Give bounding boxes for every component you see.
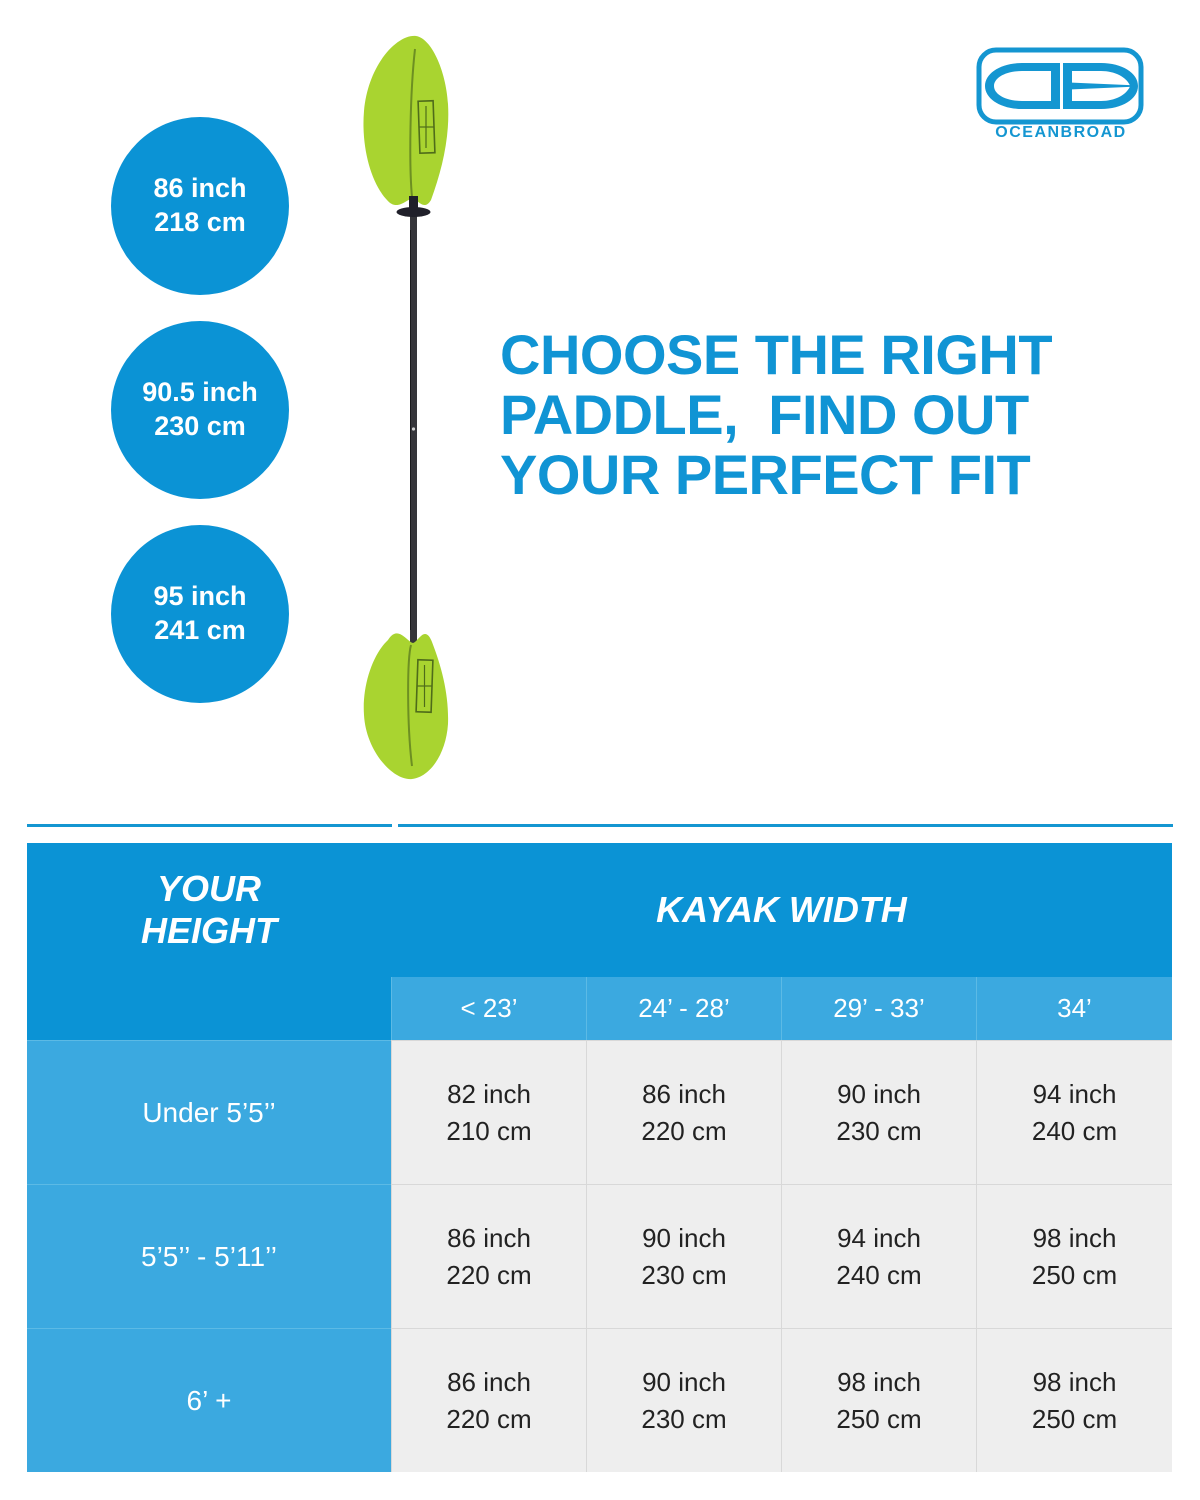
svg-text:OCEANBROAD: OCEANBROAD [995,124,1126,141]
